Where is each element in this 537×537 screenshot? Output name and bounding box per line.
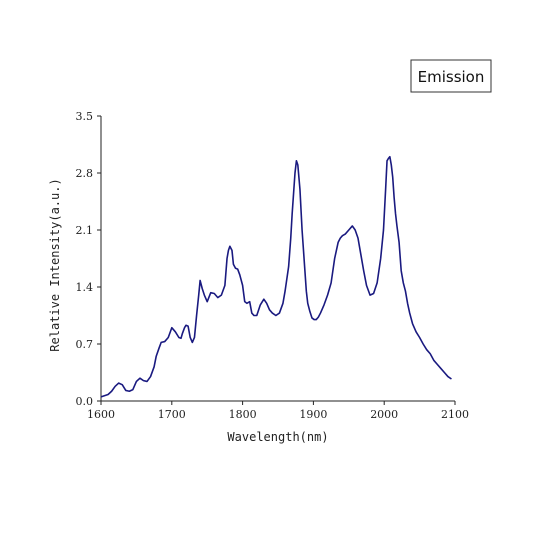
y-tick-label: 0.7 xyxy=(76,338,94,351)
y-tick-label: 1.4 xyxy=(76,281,94,294)
y-axis-ticks: 0.0 0.7 1.4 2.1 2.8 3.5 xyxy=(76,110,101,408)
legend-label-emission: Emission xyxy=(418,68,485,86)
y-tick-label: 2.1 xyxy=(76,224,94,237)
x-tick-label: 1600 xyxy=(87,408,115,421)
x-tick-label: 2000 xyxy=(370,408,398,421)
legend: Emission xyxy=(410,59,492,93)
series-layer xyxy=(100,155,452,398)
x-axis-title: Wavelength(nm) xyxy=(227,430,328,444)
legend-box xyxy=(410,59,492,93)
y-tick-label: 2.8 xyxy=(76,167,94,180)
y-axis-title: Relative Intensity(a.u.) xyxy=(48,178,62,351)
x-axis-ticks: 1600 1700 1800 1900 2000 2100 xyxy=(87,401,469,421)
x-tick-label: 1900 xyxy=(299,408,327,421)
y-tick-label: 0.0 xyxy=(76,395,94,408)
x-tick-label: 2100 xyxy=(441,408,469,421)
x-tick-label: 1700 xyxy=(158,408,186,421)
y-tick-label: 3.5 xyxy=(76,110,94,123)
x-tick-label: 1800 xyxy=(229,408,257,421)
series-line-emission xyxy=(100,155,452,398)
